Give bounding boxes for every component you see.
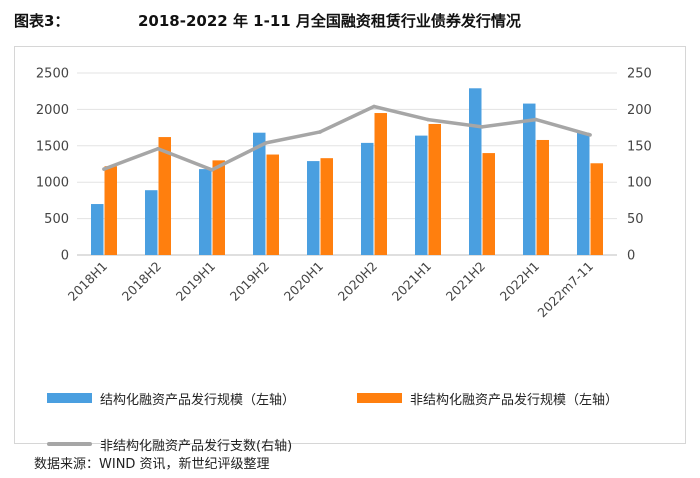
bar-non-structured bbox=[158, 137, 171, 255]
x-tick-label: 2022H1 bbox=[497, 259, 542, 304]
legend-swatch-non-structured bbox=[357, 393, 402, 403]
legend-item-structured: 结构化融资产品发行规模（左轴） bbox=[47, 388, 295, 408]
bar-structured bbox=[577, 132, 590, 255]
legend-item-non-structured: 非结构化融资产品发行规模（左轴） bbox=[357, 388, 618, 408]
figure-label: 图表3： bbox=[14, 12, 70, 30]
bar-non-structured bbox=[104, 166, 117, 255]
x-tick-label: 2021H2 bbox=[443, 259, 488, 304]
y-left-tick-label: 2500 bbox=[36, 67, 69, 82]
figure-title: 2018-2022 年 1-11 月全国融资租赁行业债券发行情况 bbox=[138, 12, 521, 30]
y-left-tick-label: 2000 bbox=[36, 103, 69, 118]
x-tick-label: 2019H1 bbox=[173, 259, 218, 304]
bar-non-structured bbox=[212, 160, 225, 255]
y-right-tick-label: 0 bbox=[627, 249, 635, 264]
legend-item-count-line: 非结构化融资产品发行支数(右轴) bbox=[47, 434, 292, 454]
legend-label-count-line: 非结构化融资产品发行支数(右轴) bbox=[100, 438, 293, 454]
x-tick-label: 2019H2 bbox=[227, 259, 272, 304]
bar-structured bbox=[253, 132, 266, 255]
line-point bbox=[264, 141, 268, 145]
y-right-tick-label: 150 bbox=[627, 139, 652, 154]
bar-non-structured bbox=[374, 113, 387, 255]
line-point bbox=[210, 168, 214, 172]
x-tick-label: 2018H1 bbox=[65, 259, 110, 304]
y-right-tick-label: 100 bbox=[627, 176, 652, 191]
source-note: 数据来源：WIND 资讯，新世纪评级整理 bbox=[34, 457, 270, 472]
y-left-tick-label: 1000 bbox=[36, 176, 69, 191]
legend-swatch-structured bbox=[47, 393, 92, 403]
bar-structured bbox=[145, 190, 158, 255]
x-tick-label: 2021H1 bbox=[389, 259, 434, 304]
y-right-tick-label: 50 bbox=[627, 212, 644, 227]
bar-structured bbox=[307, 161, 320, 255]
bar-structured bbox=[469, 88, 482, 255]
line-point bbox=[480, 125, 484, 129]
bar-non-structured bbox=[428, 123, 441, 256]
bar-structured bbox=[91, 204, 104, 255]
bar-non-structured bbox=[590, 163, 603, 255]
bar-non-structured bbox=[266, 154, 279, 255]
x-tick-label: 2022m7-11 bbox=[534, 259, 596, 321]
line-point bbox=[426, 117, 430, 122]
chart-plot: 0 500 1000 1500 2000 2500 0 50 100 150 200 250 2018H… bbox=[36, 67, 652, 321]
legend-label-structured: 结构化融资产品发行规模（左轴） bbox=[100, 392, 296, 408]
bar-structured bbox=[199, 169, 212, 255]
bar-structured bbox=[523, 103, 536, 255]
chart-legend: 结构化融资产品发行规模（左轴） 非结构化融资产品发行规模（左轴） 非结构化融资产… bbox=[47, 388, 687, 458]
line-point bbox=[156, 146, 160, 151]
x-tick-label: 2020H1 bbox=[281, 259, 326, 304]
bar-structured bbox=[361, 142, 374, 255]
line-point bbox=[534, 117, 538, 122]
line-point bbox=[102, 167, 106, 171]
bar-non-structured bbox=[320, 158, 333, 255]
bar-non-structured bbox=[482, 153, 495, 255]
legend-label-non-structured: 非结构化融资产品发行规模（左轴） bbox=[410, 392, 619, 408]
y-left-tick-label: 500 bbox=[44, 212, 69, 227]
bar-non-structured bbox=[536, 139, 549, 255]
y-right-tick-label: 200 bbox=[627, 103, 652, 118]
y-left-tick-label: 0 bbox=[61, 249, 69, 264]
line-point bbox=[372, 104, 376, 109]
y-right-tick-label: 250 bbox=[627, 67, 652, 82]
bar-structured bbox=[415, 135, 428, 255]
x-tick-label: 2020H2 bbox=[335, 259, 380, 304]
figure-header: 图表3： 2018-2022 年 1-11 月全国融资租赁行业债券发行情况 bbox=[14, 8, 686, 34]
legend-swatch-count-line bbox=[47, 442, 92, 446]
chart-container: 0 500 1000 1500 2000 2500 0 50 100 150 200 250 2018H… bbox=[14, 46, 686, 454]
y-left-tick-label: 1500 bbox=[36, 139, 69, 154]
line-non-structured-count bbox=[102, 104, 592, 172]
x-tick-label: 2018H2 bbox=[119, 259, 164, 304]
line-point bbox=[588, 133, 592, 137]
line-point bbox=[318, 130, 322, 134]
